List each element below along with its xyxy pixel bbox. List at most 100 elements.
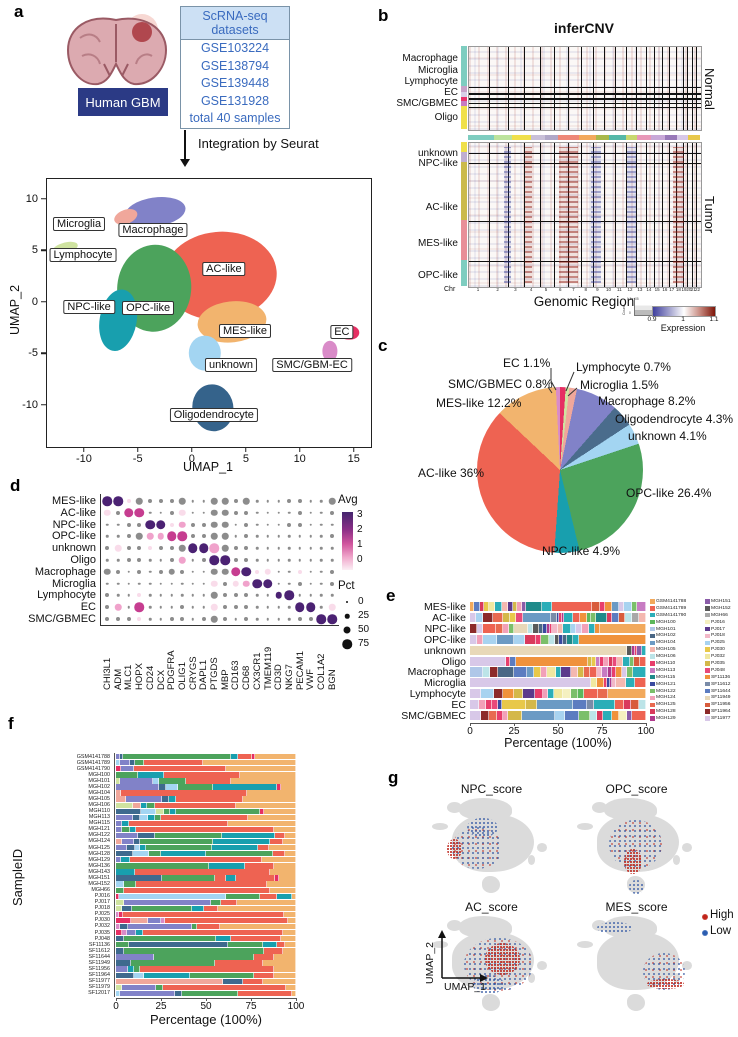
y-tick-label: 0 <box>31 295 38 308</box>
bar-segment <box>156 984 163 990</box>
legend-swatch <box>650 661 655 666</box>
expression-dot <box>138 582 141 585</box>
bar-segment <box>516 656 588 666</box>
bar-segment <box>482 623 497 633</box>
pct-dot <box>342 639 352 649</box>
legend-swatch <box>705 681 710 687</box>
bar-segment <box>276 784 282 790</box>
legend-sample-name: SF11612 <box>711 681 731 687</box>
expression-dot <box>221 568 229 576</box>
tumor-group-label: Tumor <box>702 196 717 234</box>
bar-segment <box>502 602 508 612</box>
chr-number: 20 <box>686 287 692 292</box>
bar-segment <box>554 689 564 699</box>
bar-segment <box>640 656 646 666</box>
dotplot-row-label: Microglia <box>51 577 96 590</box>
expression-dot <box>320 570 323 574</box>
expression-tick-high: 1.1 <box>709 316 719 323</box>
legend-swatch <box>650 606 655 611</box>
legend-swatch <box>705 688 710 694</box>
bar-row <box>470 623 646 633</box>
expression-dot <box>116 569 121 574</box>
celltype-row-label: Macrophage <box>402 53 458 64</box>
expression-dot <box>320 605 323 609</box>
chr-boundary-line <box>636 143 638 287</box>
expression-dot <box>233 499 238 503</box>
legend-sample-name: GSM4141789 <box>656 605 687 611</box>
chr-boundary-line <box>592 143 594 287</box>
expression-dot <box>275 592 282 599</box>
bar-segment <box>282 948 296 954</box>
dataset-item: GSE131928 <box>200 93 270 108</box>
annotation-segment <box>625 135 638 140</box>
bar-segment <box>286 984 296 990</box>
x-axis-tick: 25 <box>508 725 520 737</box>
bar-segment <box>600 656 605 666</box>
sample-legend-item: SF11964 <box>705 708 738 715</box>
legend-sample-name: PJ016 <box>711 619 725 625</box>
score-umap-mes_score <box>574 916 699 1014</box>
panel-d-label: d <box>10 476 21 495</box>
bar-segment <box>581 623 589 633</box>
expression-dot <box>211 615 218 623</box>
dataset-item: GSE103224 <box>200 41 270 55</box>
bar-segment <box>477 634 484 644</box>
bar-segment <box>614 700 624 710</box>
bar-segment <box>125 796 162 802</box>
bar-row-label: Microglia <box>423 677 466 690</box>
umap-cluster-label: Macrophage <box>118 222 188 237</box>
bar-segment <box>611 711 620 721</box>
x-tick-mark <box>353 447 355 452</box>
bar-row <box>116 984 296 990</box>
bar-row-label: SF11644 <box>88 953 110 960</box>
expression-dot <box>134 508 145 518</box>
umap-silhouette <box>527 972 536 983</box>
umap-silhouette <box>446 801 462 813</box>
bar-segment <box>503 623 509 633</box>
expression-dot <box>255 499 259 503</box>
bar-segment <box>263 960 296 966</box>
expression-dot <box>255 546 259 550</box>
expression-dot <box>327 614 337 624</box>
chr-boundary-line <box>687 47 689 130</box>
expression-dot <box>287 522 292 527</box>
legend-high-label: High <box>710 909 734 921</box>
expression-dot <box>277 558 280 562</box>
sample-legend-item: MGH122 <box>650 688 701 695</box>
bar-segment <box>116 808 142 814</box>
bar-segment <box>175 990 182 997</box>
annotation-segment <box>512 135 531 140</box>
bar-segment <box>483 634 498 644</box>
legend-swatch <box>705 606 710 611</box>
bar-segment <box>136 930 143 936</box>
umap-axis-arrows-icon <box>438 930 488 982</box>
group-divider-line <box>469 220 701 222</box>
bar-segment <box>237 754 253 760</box>
bar-segment <box>253 954 274 960</box>
expression-dot <box>124 508 134 518</box>
bar-segment <box>161 875 215 881</box>
legend-sample-name: SF11977 <box>711 716 731 722</box>
expression-dot <box>330 510 335 515</box>
bar-row-label: PJ017 <box>94 899 110 906</box>
y-tick-mark <box>41 352 46 355</box>
legend-swatch <box>650 612 655 618</box>
gene-label: CD68 <box>241 665 253 690</box>
expression-dot <box>277 582 280 585</box>
bar-segment <box>137 832 155 839</box>
bar-segment <box>573 634 579 644</box>
bar-segment <box>542 602 553 612</box>
bar-segment <box>570 623 577 633</box>
panel-e: e MES-like AC-like NPC-like OPC-like unknown… <box>386 586 738 758</box>
score-map-title: NPC_score <box>460 782 523 796</box>
bar-segment <box>552 602 592 612</box>
pie-slice-label-lymphocyte: Lymphocyte 0.7% <box>576 360 671 374</box>
expression-dot <box>244 605 249 610</box>
x-tick-label: 5 <box>242 453 249 465</box>
bar-segment <box>116 790 121 796</box>
score-speckle <box>596 921 632 934</box>
sidebar-segment <box>461 152 467 163</box>
expression-dot <box>211 509 218 517</box>
bar-segment <box>176 808 260 814</box>
expression-dot <box>158 499 163 503</box>
